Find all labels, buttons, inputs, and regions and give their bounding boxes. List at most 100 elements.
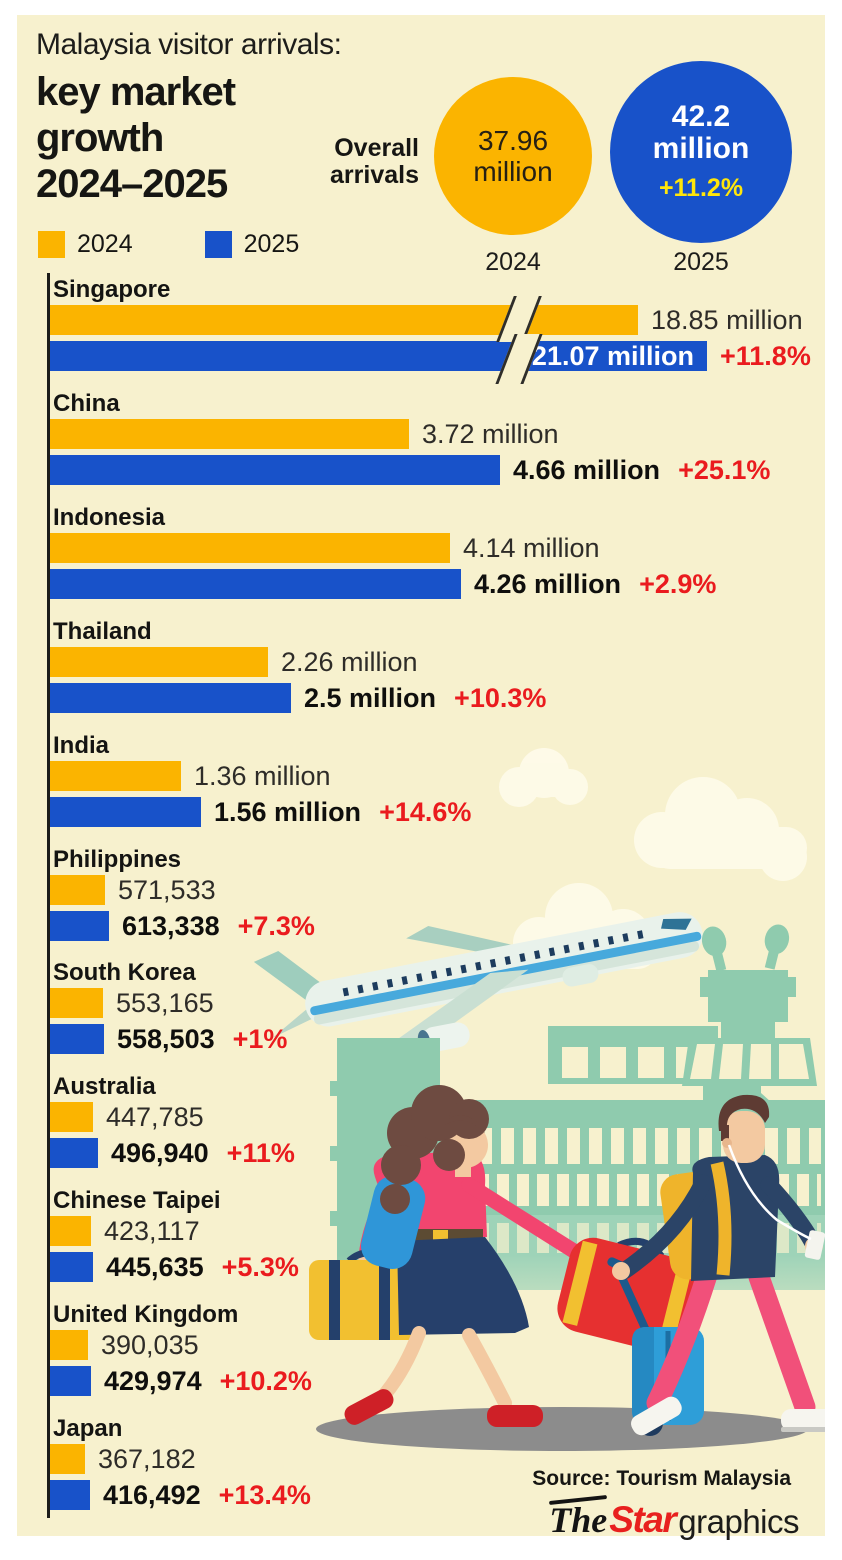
country-row-south-korea: South Korea 553,165 558,503 +1% bbox=[50, 959, 825, 1073]
value-2024: 1.36 million bbox=[194, 761, 331, 791]
value-2025: 4.66 million +25.1% bbox=[513, 455, 770, 485]
growth-percentage: +13.4% bbox=[218, 1479, 311, 1510]
chart-axis-line bbox=[47, 273, 50, 1518]
country-row-singapore: Singapore 21.07 million 18.85 million +11.8… bbox=[50, 276, 825, 390]
value-2024-text: 3.72 million bbox=[422, 418, 559, 449]
value-2025-text: 1.56 million bbox=[214, 796, 362, 827]
value-2024-text: 447,785 bbox=[106, 1101, 204, 1132]
logo-graphics: graphics bbox=[678, 1503, 799, 1540]
value-2025-text: 496,940 bbox=[111, 1137, 209, 1168]
bar-2024-japan bbox=[50, 1444, 85, 1474]
value-2024-text: 18.85 million bbox=[651, 304, 803, 335]
bar-2025-chinese-taipei bbox=[50, 1252, 93, 1282]
value-2025: 496,940 +11% bbox=[111, 1138, 295, 1168]
overall-2024-year-label: 2024 bbox=[485, 248, 541, 276]
bar-2025-china bbox=[50, 455, 500, 485]
country-label: Singapore bbox=[53, 276, 171, 303]
value-2025-text: 4.26 million bbox=[474, 568, 622, 599]
bar-2025-thailand bbox=[50, 683, 291, 713]
bar-2024-thailand bbox=[50, 647, 268, 677]
value-2025-text: 445,635 bbox=[106, 1251, 204, 1282]
value-2024: 447,785 bbox=[106, 1102, 204, 1132]
bar-2024-india bbox=[50, 761, 181, 791]
overall-2024-value: 37.96 bbox=[477, 125, 549, 156]
page-title: key market growth 2024–2025 bbox=[36, 69, 236, 207]
value-2024-text: 423,117 bbox=[104, 1215, 200, 1246]
overall-2025-unit: million bbox=[652, 131, 750, 165]
value-2025-text: 429,974 bbox=[104, 1365, 202, 1396]
country-label: Indonesia bbox=[53, 504, 166, 531]
growth-percentage: +7.3% bbox=[237, 910, 315, 941]
bar-2024-philippines bbox=[50, 875, 105, 905]
value-2025-text: 416,492 bbox=[103, 1479, 201, 1510]
legend: 2024 2025 bbox=[38, 230, 299, 259]
legend-label-2024: 2024 bbox=[77, 230, 133, 258]
growth-percentage: +25.1% bbox=[678, 454, 771, 485]
value-2025-text: 4.66 million bbox=[513, 454, 661, 485]
value-2025: 445,635 +5.3% bbox=[106, 1252, 299, 1282]
country-row-united-kingdom: United Kingdom 390,035 429,974 +10.2% bbox=[50, 1301, 825, 1415]
value-2024: 4.14 million bbox=[463, 533, 600, 563]
bar-2025-united-kingdom bbox=[50, 1366, 91, 1396]
logo-star: Star bbox=[609, 1499, 676, 1540]
value-2024: 390,035 bbox=[101, 1330, 199, 1360]
value-2025: 558,503 +1% bbox=[117, 1024, 287, 1054]
value-2025: 4.26 million +2.9% bbox=[474, 569, 716, 599]
country-label: India bbox=[53, 732, 110, 759]
legend-swatch-2024 bbox=[38, 231, 65, 258]
growth-percentage: +5.3% bbox=[221, 1251, 299, 1282]
bar-2025-australia bbox=[50, 1138, 98, 1168]
overall-2024-unit: million bbox=[473, 156, 553, 187]
value-2024: 3.72 million bbox=[422, 419, 559, 449]
growth-percentage: +1% bbox=[232, 1023, 288, 1054]
source-credit: Source: Tourism Malaysia bbox=[532, 1467, 791, 1490]
value-2024-text: 4.14 million bbox=[463, 532, 600, 563]
country-row-japan: Japan 367,182 416,492 +13.4% bbox=[50, 1415, 825, 1529]
growth-percentage: +10.2% bbox=[219, 1365, 312, 1396]
value-2024-text: 367,182 bbox=[98, 1443, 196, 1474]
country-row-chinese-taipei: Chinese Taipei 423,117 445,635 +5.3% bbox=[50, 1187, 825, 1301]
country-label: Chinese Taipei bbox=[53, 1187, 221, 1214]
country-label: China bbox=[53, 390, 120, 417]
value-2025: 416,492 +13.4% bbox=[103, 1480, 311, 1510]
country-label: South Korea bbox=[53, 959, 196, 986]
bar-2025-india bbox=[50, 797, 201, 827]
overall-arrivals-label: Overall arrivals bbox=[330, 134, 419, 189]
growth-percentage: +2.9% bbox=[639, 568, 717, 599]
title-line-1: Malaysia visitor arrivals: bbox=[36, 28, 342, 61]
bar-2024-indonesia bbox=[50, 533, 450, 563]
value-2024-text: 390,035 bbox=[101, 1329, 199, 1360]
bar-2024-united-kingdom bbox=[50, 1330, 88, 1360]
value-2024-text: 2.26 million bbox=[281, 646, 418, 677]
growth-percentage: +11.8% bbox=[720, 340, 811, 371]
value-2025-text: 558,503 bbox=[117, 1023, 215, 1054]
value-2024-text: 571,533 bbox=[118, 874, 216, 905]
bar-2025-philippines bbox=[50, 911, 109, 941]
country-label: Philippines bbox=[53, 846, 182, 873]
growth-percentage: +11% bbox=[226, 1137, 295, 1168]
value-2025: 429,974 +10.2% bbox=[104, 1366, 312, 1396]
overall-2025-growth: +11.2% bbox=[658, 173, 744, 202]
growth-percentage: +14.6% bbox=[379, 796, 472, 827]
legend-swatch-2025 bbox=[204, 231, 232, 258]
country-row-thailand: Thailand 2.26 million 2.5 million +10.3% bbox=[50, 618, 825, 732]
value-2024: 2.26 million bbox=[281, 647, 418, 677]
the-star-graphics-logo: The Star graphics bbox=[549, 1493, 799, 1541]
overall-2025-year-label: 2025 bbox=[673, 248, 729, 276]
country-label: Japan bbox=[53, 1415, 123, 1442]
value-2025: 613,338 +7.3% bbox=[122, 911, 315, 941]
value-2024-text: 553,165 bbox=[116, 987, 214, 1018]
overall-circle-2025: 42.2 million +11.2% bbox=[610, 61, 792, 243]
country-label: United Kingdom bbox=[53, 1301, 239, 1328]
overall-2025-value: 42.2 bbox=[671, 99, 731, 133]
bar-2024-australia bbox=[50, 1102, 93, 1132]
value-2025-text: 21.07 million bbox=[531, 341, 694, 371]
growth-percentage: +10.3% bbox=[454, 682, 547, 713]
country-label: Thailand bbox=[53, 618, 152, 645]
chart-rows: Singapore 21.07 million 18.85 million +11.8… bbox=[50, 15, 825, 1536]
value-2024: 423,117 bbox=[104, 1216, 200, 1246]
value-2025: 2.5 million +10.3% bbox=[304, 683, 546, 713]
value-2025-text: 2.5 million bbox=[304, 682, 437, 713]
title-bold-line-1: key market bbox=[36, 70, 236, 114]
